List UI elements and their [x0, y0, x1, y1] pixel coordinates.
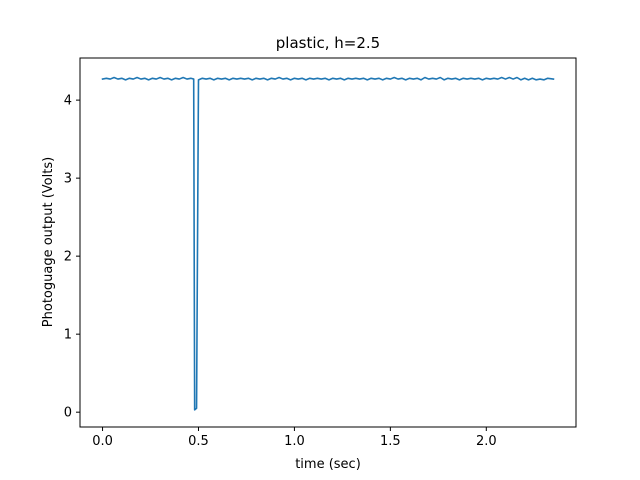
x-tick-label: 0.5: [188, 434, 209, 449]
y-tick-label: 3: [64, 172, 72, 187]
y-axis-label: Photoguage output (Volts): [41, 157, 56, 327]
x-tick-label: 1.0: [284, 434, 305, 449]
plot-area: [101, 76, 555, 411]
x-tick-label: 2.0: [476, 434, 497, 449]
x-tick-label: 1.5: [380, 434, 401, 449]
y-tick-label: 4: [64, 94, 72, 109]
axes-frame: [79, 57, 577, 428]
y-tick-label: 0: [64, 406, 72, 421]
x-tick-label: 0.0: [92, 434, 113, 449]
chart-title: plastic, h=2.5: [276, 34, 380, 52]
y-tick-label: 1: [64, 328, 72, 343]
series-line-0: [101, 76, 555, 411]
x-axis-label: time (sec): [295, 457, 361, 472]
y-axis: 0 1 2 3 4: [64, 94, 80, 421]
x-axis: 0.0 0.5 1.0 1.5 2.0: [92, 427, 497, 449]
y-tick-label: 2: [64, 250, 72, 265]
